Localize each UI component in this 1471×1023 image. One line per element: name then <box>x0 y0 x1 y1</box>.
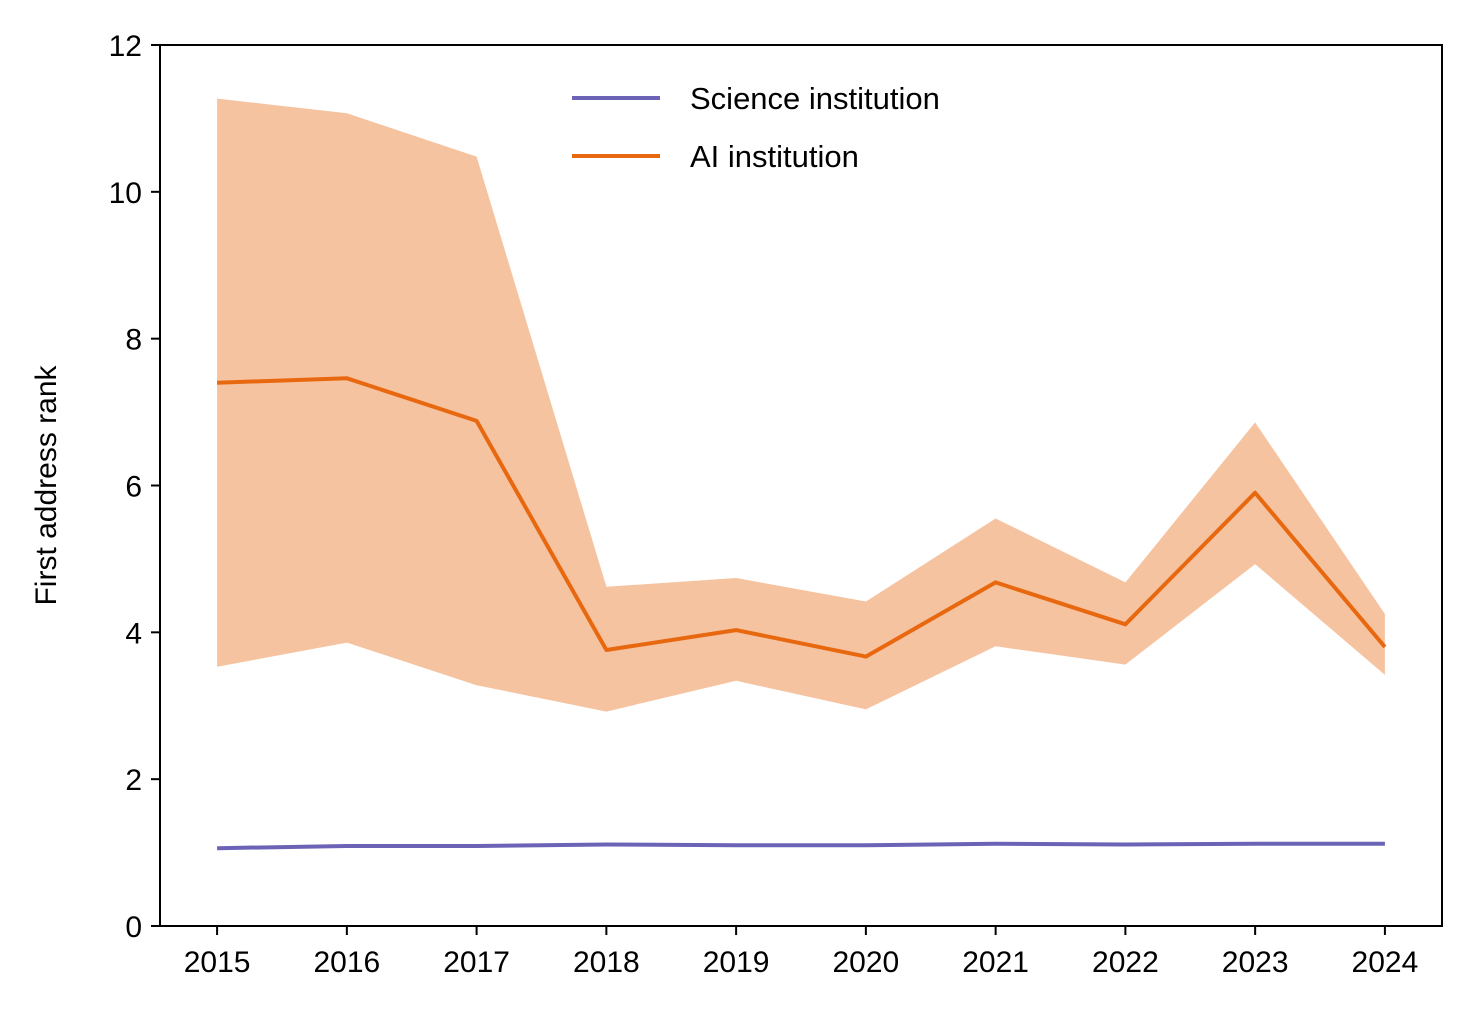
y-tick-label: 4 <box>125 617 142 650</box>
confidence-band-series-1 <box>217 98 1385 712</box>
x-tick-label: 2015 <box>184 946 251 979</box>
y-tick-label: 0 <box>125 911 142 944</box>
x-tick-label: 2020 <box>833 946 900 979</box>
x-tick-label: 2021 <box>962 946 1029 979</box>
y-axis-ticks: 0 2 4 6 8 10 12 <box>109 30 160 944</box>
y-tick-label: 10 <box>109 177 142 210</box>
y-tick-label: 12 <box>109 30 142 63</box>
x-tick-label: 2022 <box>1092 946 1159 979</box>
series-line-0 <box>217 841 1385 851</box>
series-line-1 <box>217 376 1387 659</box>
x-tick-label: 2016 <box>313 946 380 979</box>
legend-label-0: Science institution <box>690 81 940 116</box>
x-tick-label: 2017 <box>443 946 510 979</box>
y-tick-label: 6 <box>125 471 142 504</box>
legend-label-1: AI institution <box>690 139 859 174</box>
y-tick-label: 2 <box>125 764 142 797</box>
x-tick-label: 2018 <box>573 946 640 979</box>
y-tick-label: 8 <box>125 324 142 357</box>
series-lines-layer <box>217 376 1387 851</box>
x-tick-label: 2024 <box>1352 946 1419 979</box>
y-axis-label: First address rank <box>30 364 63 605</box>
confidence-band-layer <box>217 98 1385 712</box>
x-axis-ticks: 2015 2016 2017 2018 2019 2020 2021 2022 2023 2024 <box>184 926 1419 979</box>
x-tick-label: 2023 <box>1222 946 1289 979</box>
x-tick-label: 2019 <box>703 946 770 979</box>
legend: Science institution AI institution <box>572 81 940 174</box>
